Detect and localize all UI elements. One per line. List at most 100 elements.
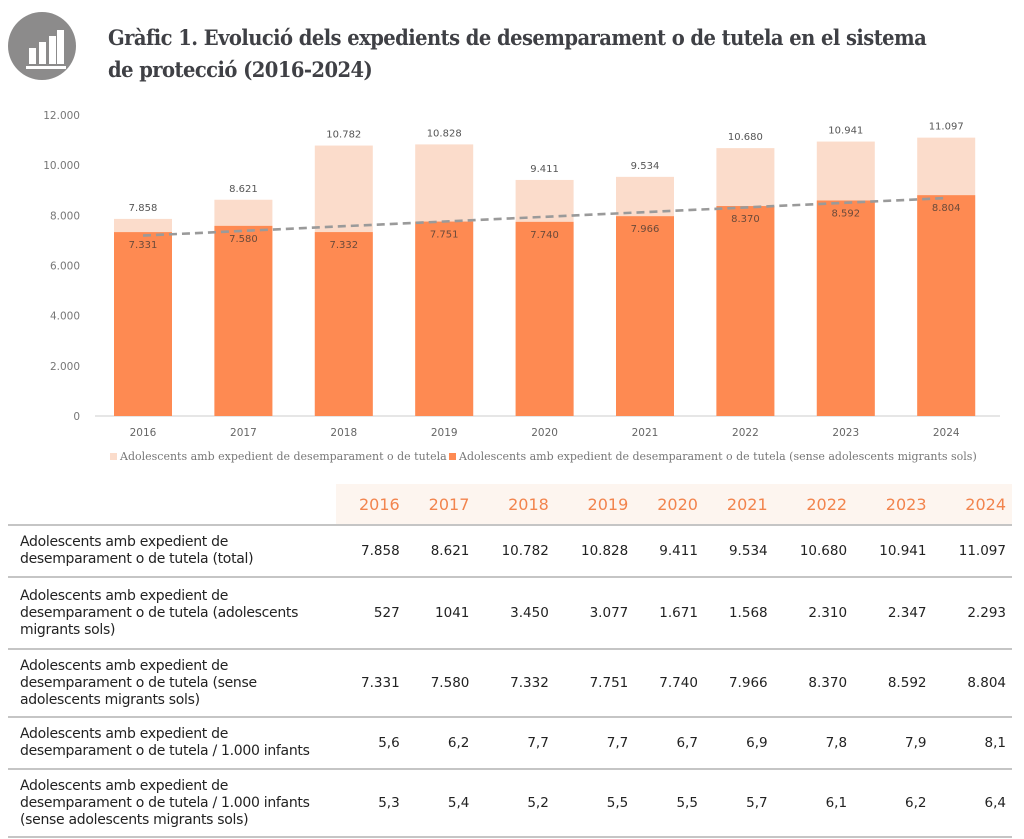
cell-value: 3.450 [475,576,555,649]
cell-value: 7.332 [475,648,555,717]
table-row: Adolescents amb expedient de desemparame… [8,524,1012,577]
data-label-total: 9.534 [631,161,660,172]
table-header-year: 2022 [773,484,854,525]
x-tick-label: 2023 [832,427,859,439]
data-label-total: 10.941 [828,126,863,137]
cell-value: 8.592 [853,648,933,717]
bar-sense [515,221,574,416]
cell-value: 10.782 [475,524,555,577]
y-tick-label: 12.000 [43,110,80,122]
table-header-blank [8,484,336,525]
legend-item-total: Adolescents amb expedient de desemparame… [110,450,447,463]
cell-value: 8.370 [773,648,854,717]
bar-sense [816,200,875,416]
cell-value: 527 [336,576,406,649]
data-table: 2016 2017 2018 2019 2020 2021 2022 2023 … [8,484,1012,838]
cell-value: 8,1 [932,716,1012,769]
bar-sense [917,195,976,416]
data-label-total: 11.097 [929,122,964,133]
cell-value: 5,6 [336,716,406,769]
x-tick-label: 2019 [431,427,458,439]
legend-label-total: Adolescents amb expedient de desemparame… [120,450,447,463]
cell-value: 7,8 [773,716,854,769]
cell-value: 6,1 [773,768,854,838]
bar-sense [716,206,775,416]
y-tick-label: 4.000 [50,311,80,323]
cell-value: 7.740 [634,648,704,717]
bar-sense [616,216,674,416]
table-row: Adolescents amb expedient de desemparame… [8,768,1012,838]
bar-sense [214,225,273,416]
cell-value: 8.804 [932,648,1012,717]
cell-value: 1.568 [703,576,774,649]
cell-value: 2.347 [853,576,933,649]
cell-value: 9.534 [703,524,774,577]
data-label-sense: 8.370 [731,214,760,225]
y-tick-label: 0 [73,411,80,423]
cell-value: 10.941 [853,524,933,577]
row-label: Adolescents amb expedient de desemparame… [8,524,336,577]
data-label-sense: 7.966 [631,224,660,235]
cell-value: 8.621 [405,524,476,577]
chart-title: Gràfic 1. Evolució dels expedients de de… [108,25,927,82]
cell-value: 6,7 [634,716,704,769]
row-label: Adolescents amb expedient de desemparame… [8,768,336,838]
bar-sense [114,232,172,416]
cell-value: 2.293 [932,576,1012,649]
bar-sense [415,221,474,416]
data-label-total: 10.680 [728,132,763,143]
cell-value: 7.331 [336,648,406,717]
data-label-total: 10.828 [427,128,462,139]
table-header-year: 2023 [853,484,933,525]
cell-value: 10.828 [554,524,635,577]
data-label-total: 8.621 [229,184,258,195]
table-row: Adolescents amb expedient de desemparame… [8,716,1012,769]
cell-value: 5,5 [634,768,704,838]
x-tick-label: 2020 [531,427,558,439]
table-header-year: 2019 [554,484,635,525]
cell-value: 3.077 [554,576,635,649]
row-label: Adolescents amb expedient de desemparame… [8,576,336,649]
cell-value: 7.858 [336,524,406,577]
bar-chart-icon [8,12,76,80]
y-tick-label: 6.000 [50,261,80,273]
legend-swatch-sense [449,453,456,460]
data-label-sense: 8.592 [831,208,860,219]
table-header-year: 2020 [634,484,704,525]
cell-value: 5,7 [703,768,774,838]
legend-item-sense: Adolescents amb expedient de desemparame… [449,450,977,463]
cell-value: 7,9 [853,716,933,769]
x-tick-label: 2017 [230,427,257,439]
x-tick-label: 2021 [632,427,659,439]
legend-swatch-total [110,453,117,460]
cell-value: 6,9 [703,716,774,769]
data-label-total: 10.782 [326,130,361,141]
cell-value: 10.680 [773,524,854,577]
table-header-year: 2017 [405,484,476,525]
cell-value: 1041 [405,576,476,649]
table-header-year: 2018 [475,484,555,525]
cell-value: 9.411 [634,524,704,577]
data-label-sense: 7.580 [229,234,258,245]
y-tick-label: 10.000 [43,160,80,172]
data-label-sense: 8.804 [932,203,961,214]
table-header-year: 2021 [703,484,774,525]
x-tick-label: 2022 [732,427,759,439]
cell-value: 6,2 [405,716,476,769]
cell-value: 5,4 [405,768,476,838]
cell-value: 7,7 [554,716,635,769]
cell-value: 1.671 [634,576,704,649]
trendline [142,196,947,237]
y-tick-label: 8.000 [50,210,80,222]
data-label-sense: 7.332 [329,240,358,251]
legend-label-sense: Adolescents amb expedient de desemparame… [459,450,977,463]
table-header-year: 2016 [336,484,406,525]
table-header-row: 2016 2017 2018 2019 2020 2021 2022 2023 … [8,484,1012,525]
cell-value: 7.580 [405,648,476,717]
table-header-year: 2024 [932,484,1012,525]
data-label-sense: 7.751 [430,230,459,241]
row-label: Adolescents amb expedient de desemparame… [8,648,336,717]
cell-value: 5,5 [554,768,635,838]
x-tick-label: 2016 [130,427,157,439]
cell-value: 6,2 [853,768,933,838]
